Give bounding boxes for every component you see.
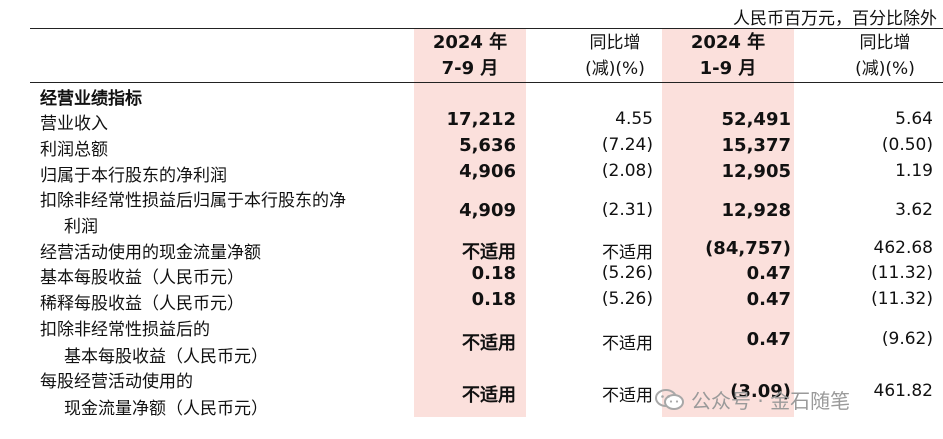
row-label: 扣除非经常性损益后归属于本行股东的净 [40, 191, 346, 211]
header-ytd-line1: 2024 年 [690, 32, 766, 53]
row-q-value: 4,909 [459, 200, 516, 221]
header-ytd-period: 2024 年 1-9 月 [662, 30, 794, 82]
row-ytd-value: 0.47 [746, 263, 791, 284]
row-ytd-value: 52,491 [721, 109, 791, 130]
row-label: 利润总额 [40, 140, 108, 160]
row-q-value: 不适用 [462, 333, 516, 354]
header-q-yoy: 同比增 (减)(%) [560, 30, 670, 82]
header-ytd-line2: 1-9 月 [699, 58, 757, 79]
header-q-line2: 7-9 月 [441, 58, 499, 79]
row-ytd-yoy: (9.62) [881, 329, 933, 349]
row-q-value: 0.18 [471, 289, 516, 310]
watermark: 公众号 · 金石随笔 [655, 385, 850, 414]
unit-note: 人民币百万元，百分比除外 [733, 9, 937, 29]
row-ytd-yoy: 462.68 [873, 238, 933, 258]
row-q-value: 4,906 [459, 161, 516, 182]
row-ytd-yoy: (11.32) [871, 263, 933, 283]
row-label: 扣除非经常性损益后的 [40, 320, 210, 340]
table-top-rule [30, 28, 943, 29]
row-label: 每股经营活动使用的 [40, 372, 193, 392]
row-label-cont: 现金流量净额（人民币元） [64, 399, 268, 419]
header-q-yoy-line1: 同比增 [589, 33, 641, 53]
row-label: 经营活动使用的现金流量净额 [40, 243, 261, 263]
row-ytd-value: (3.09) [730, 381, 791, 402]
row-ytd-yoy: 5.64 [895, 109, 933, 129]
row-q-yoy: (7.24) [601, 135, 653, 155]
header-q-line1: 2024 年 [432, 32, 508, 53]
row-ytd-value: 0.47 [746, 289, 791, 310]
wechat-icon [655, 388, 685, 412]
header-bottom-rule [30, 82, 943, 83]
header-q-yoy-line2: (减)(%) [585, 59, 645, 79]
row-q-yoy: 不适用 [602, 386, 653, 406]
row-label-cont: 基本每股收益（人民币元） [64, 347, 268, 367]
row-q-value: 5,636 [459, 135, 516, 156]
row-ytd-yoy: (0.50) [881, 135, 933, 155]
header-q-period: 2024 年 7-9 月 [414, 30, 526, 82]
row-label: 归属于本行股东的净利润 [40, 166, 227, 186]
row-q-value: 不适用 [462, 242, 516, 263]
row-ytd-yoy: 461.82 [873, 381, 933, 401]
row-ytd-value: 0.47 [746, 329, 791, 350]
watermark-text: 公众号 · 金石随笔 [691, 389, 851, 413]
highlight-column-ytd [662, 28, 794, 417]
row-q-yoy: 4.55 [615, 109, 653, 129]
header-ytd-yoy-line1: 同比增 [859, 33, 911, 53]
table-row: 每股经营活动使用的 现金流量净额（人民币元） 不适用 不适用 (3.09) 46… [0, 367, 943, 419]
table-row: 扣除非经常性损益后归属于本行股东的净 利润 4,909 (2.31) 12,92… [0, 186, 943, 238]
row-q-value: 不适用 [462, 385, 516, 406]
row-label: 基本每股收益（人民币元） [40, 268, 244, 288]
row-q-yoy: 不适用 [602, 334, 653, 354]
table-row: 扣除非经常性损益后的 基本每股收益（人民币元） 不适用 不适用 0.47 (9.… [0, 315, 943, 367]
highlight-column-q [414, 28, 526, 417]
row-ytd-value: 12,905 [721, 161, 791, 182]
row-ytd-value: 15,377 [721, 135, 791, 156]
row-ytd-yoy: 1.19 [895, 161, 933, 181]
row-q-value: 0.18 [471, 263, 516, 284]
row-q-yoy: (2.31) [601, 200, 653, 220]
section-title: 经营业绩指标 [40, 89, 142, 109]
header-ytd-yoy-line2: (减)(%) [855, 59, 915, 79]
row-q-yoy: (5.26) [601, 263, 653, 283]
row-q-value: 17,212 [446, 109, 516, 130]
row-q-yoy: (2.08) [601, 161, 653, 181]
row-ytd-value: 12,928 [721, 200, 791, 221]
row-ytd-yoy: 3.62 [895, 200, 933, 220]
row-q-yoy: (5.26) [601, 289, 653, 309]
row-label: 稀释每股收益（人民币元） [40, 294, 244, 314]
row-label-cont: 利润 [64, 217, 98, 237]
row-label: 营业收入 [40, 114, 108, 134]
header-ytd-yoy: 同比增 (减)(%) [830, 30, 940, 82]
row-ytd-value: (84,757) [705, 238, 791, 259]
row-ytd-yoy: (11.32) [871, 289, 933, 309]
row-q-yoy: 不适用 [602, 243, 653, 263]
